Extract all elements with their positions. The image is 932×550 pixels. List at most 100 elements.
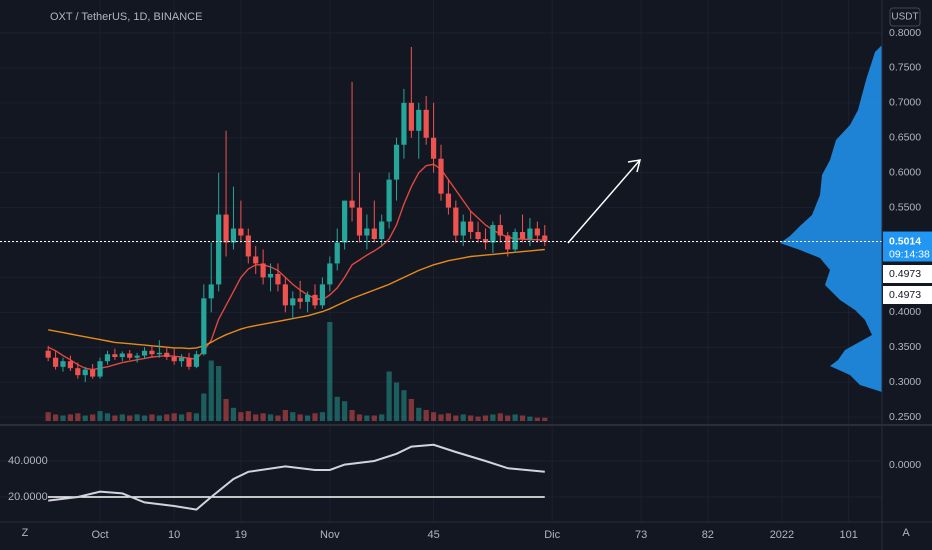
candle-body (490, 225, 496, 243)
volume-bar (297, 414, 303, 421)
volume-bar (379, 414, 385, 421)
volume-bar (497, 413, 503, 421)
currency-box[interactable] (889, 7, 921, 27)
candle-body (149, 350, 155, 355)
candle-body (164, 352, 170, 358)
volume-bar (342, 401, 348, 421)
volume-bar (253, 414, 259, 421)
auto-scale[interactable]: A (902, 527, 910, 539)
candle-body (178, 357, 185, 362)
candle-body (193, 354, 200, 367)
moving-average (48, 248, 545, 350)
indicator-tick-label: 20.0000 (8, 491, 48, 503)
volume-bar (312, 413, 318, 421)
candle-body (512, 232, 518, 250)
price-label-box (883, 286, 932, 304)
candle-body (156, 352, 162, 355)
candle-body (371, 228, 377, 240)
candle-body (430, 137, 437, 159)
volume-bar (490, 414, 496, 421)
candle-body (75, 368, 81, 376)
volume-bar (156, 415, 162, 421)
volume-bar (223, 399, 229, 421)
volume-bar (386, 371, 392, 421)
candle-body (445, 193, 452, 208)
candle-body (60, 361, 66, 367)
y-tick-label: 0.4000 (889, 306, 921, 318)
countdown: 09:14:38 (889, 248, 930, 260)
y-tick-label: 0.3000 (889, 376, 921, 388)
candle-body (460, 221, 466, 236)
x-tick-label: 82 (702, 529, 714, 541)
volume-bar (542, 417, 548, 421)
volume-bar (527, 416, 533, 421)
candle-body (304, 294, 311, 302)
volume-bar (482, 415, 489, 421)
candle-body (90, 369, 96, 377)
moving-average (47, 163, 545, 371)
volume-bar (408, 399, 414, 421)
volume-bar (193, 413, 200, 421)
x-tick-label: 73 (635, 529, 647, 541)
candle-body (245, 235, 251, 257)
currency: USDT (891, 12, 918, 23)
y-tick-label: 0.2500 (889, 411, 921, 423)
volume-bar (134, 414, 140, 421)
volume-bar (149, 414, 155, 421)
candle-body (141, 350, 148, 356)
candle-body (282, 284, 288, 306)
candle-body (253, 256, 259, 264)
volume-bar (512, 414, 518, 421)
volume-bar (468, 415, 474, 421)
volume-bar (304, 415, 311, 421)
chart-title: OXT / TetherUS, 1D, BINANCE (50, 11, 202, 23)
volume-bar (290, 412, 296, 421)
candle-body (519, 232, 526, 240)
zoom-icon[interactable]: Z (22, 527, 29, 539)
volume-bar (230, 407, 237, 421)
candle-body (401, 102, 407, 145)
volume-bar (164, 414, 170, 421)
candle-body (223, 214, 229, 243)
volume-bar (186, 412, 192, 421)
y-tick-label: 0.6000 (889, 166, 921, 178)
candle-body (393, 144, 400, 180)
volume-bar (171, 413, 177, 421)
candle-body (238, 228, 244, 236)
volume-bar (216, 366, 222, 421)
candle-body (127, 353, 133, 358)
volume-bar (371, 415, 377, 421)
volume-bar (334, 396, 340, 421)
candle-body (275, 273, 281, 285)
candle-body (216, 214, 222, 285)
x-tick-label: 45 (427, 529, 439, 541)
volume-bar (430, 412, 437, 421)
candle-body (260, 263, 266, 278)
x-tick-label: Oct (91, 529, 108, 541)
volume-bar (393, 382, 400, 421)
y-tick-label: 0.8000 (889, 27, 921, 39)
candle-body (527, 228, 533, 240)
volume-bar (445, 413, 452, 421)
volume-bar (178, 414, 185, 421)
y-tick-label: 0.3500 (889, 341, 921, 353)
candle-body (97, 361, 103, 377)
arrow-head (627, 159, 642, 173)
volume-bar (75, 413, 81, 421)
y-tick-label: 0.6500 (889, 132, 921, 144)
volume-bar (208, 360, 214, 421)
volume-bar (460, 414, 466, 421)
candle-body (423, 109, 429, 138)
candle-body (534, 228, 540, 236)
candle-body (82, 369, 88, 376)
candle-body (386, 179, 392, 222)
candle-body (201, 298, 207, 355)
indicator-line (48, 443, 545, 511)
x-tick-label: 2022 (770, 529, 794, 541)
volume-bar (238, 412, 244, 421)
volume-bar (112, 415, 118, 421)
volume-bar (90, 414, 96, 421)
candle-body (230, 228, 237, 243)
last-price-box (883, 231, 932, 262)
volume-bar (67, 414, 74, 421)
